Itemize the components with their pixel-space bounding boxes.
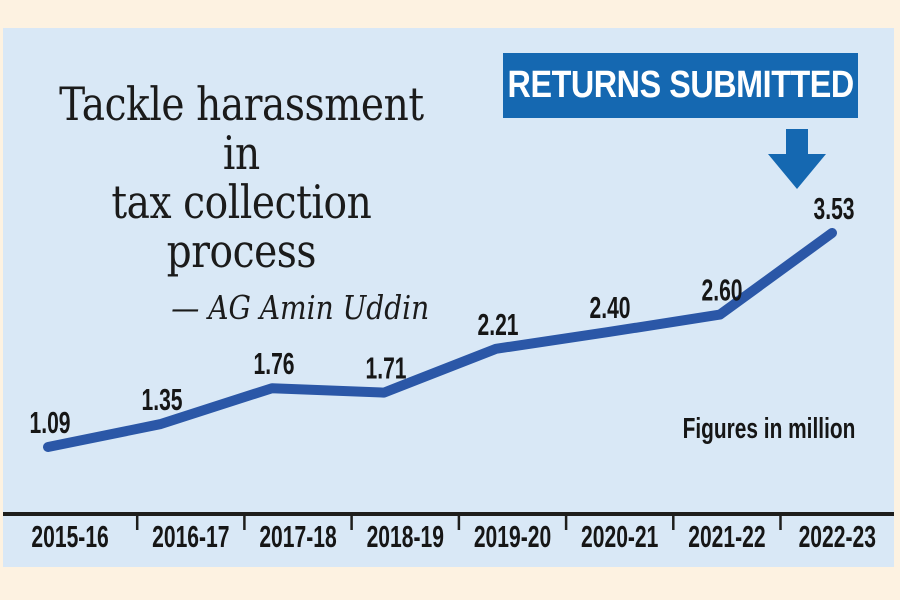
value-label: 1.35	[141, 382, 182, 417]
value-label: 2.40	[589, 290, 630, 325]
x-axis-label: 2019-20	[474, 519, 551, 554]
headline-quote: Tackle harassment in tax collection proc…	[45, 80, 438, 326]
down-arrow-icon	[768, 129, 826, 189]
x-axis-label: 2015-16	[31, 519, 108, 554]
quote-line-2: tax collection process	[111, 175, 372, 278]
unit-note: Figures in million	[683, 413, 856, 445]
returns-line	[43, 228, 837, 452]
value-label: 1.76	[253, 346, 294, 381]
quote-attribution: — AG Amin Uddin	[171, 288, 430, 327]
x-axis-label: 2021-22	[688, 519, 765, 554]
x-axis-label: 2022-23	[799, 519, 876, 554]
x-axis-label: 2016-17	[152, 519, 229, 554]
value-label: 1.09	[29, 405, 70, 440]
value-labels: 1.09 1.35 1.76 1.71 2.21 2.40 2.60 3.53	[29, 191, 854, 440]
banner-label: RETURNS SUBMITTED	[507, 64, 854, 106]
value-label: 1.71	[365, 351, 406, 386]
x-axis-label: 2020-21	[581, 519, 658, 554]
returns-submitted-banner: RETURNS SUBMITTED	[503, 53, 858, 118]
x-axis-label: 2017-18	[259, 519, 336, 554]
quote-line-1: Tackle harassment in	[59, 77, 424, 180]
x-axis-label: 2018-19	[367, 519, 444, 554]
x-axis-ticks	[135, 516, 782, 530]
value-label: 2.60	[701, 273, 742, 308]
x-axis-labels: 2015-16 2016-17 2017-18 2018-19 2019-20 2020-…	[31, 519, 875, 554]
value-label: 3.53	[813, 191, 854, 226]
value-label: 2.21	[477, 307, 518, 342]
